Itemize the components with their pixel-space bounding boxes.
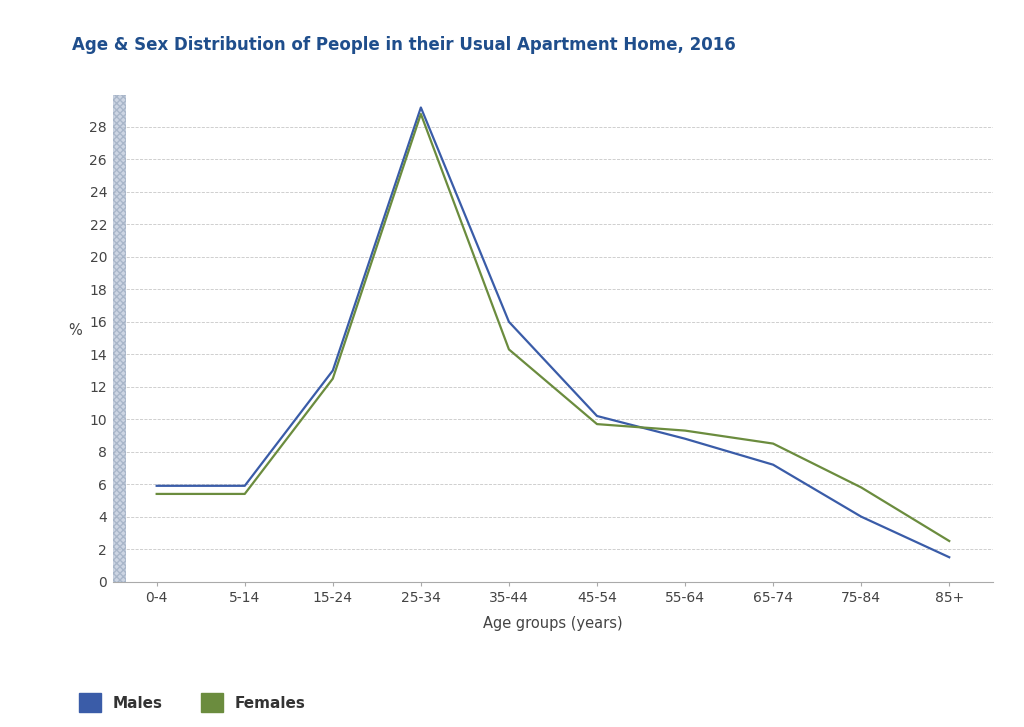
X-axis label: Age groups (years): Age groups (years) <box>483 616 623 632</box>
Text: Age & Sex Distribution of People in their Usual Apartment Home, 2016: Age & Sex Distribution of People in thei… <box>72 36 735 55</box>
Legend: Males, Females: Males, Females <box>79 694 305 712</box>
Y-axis label: %: % <box>69 323 82 338</box>
